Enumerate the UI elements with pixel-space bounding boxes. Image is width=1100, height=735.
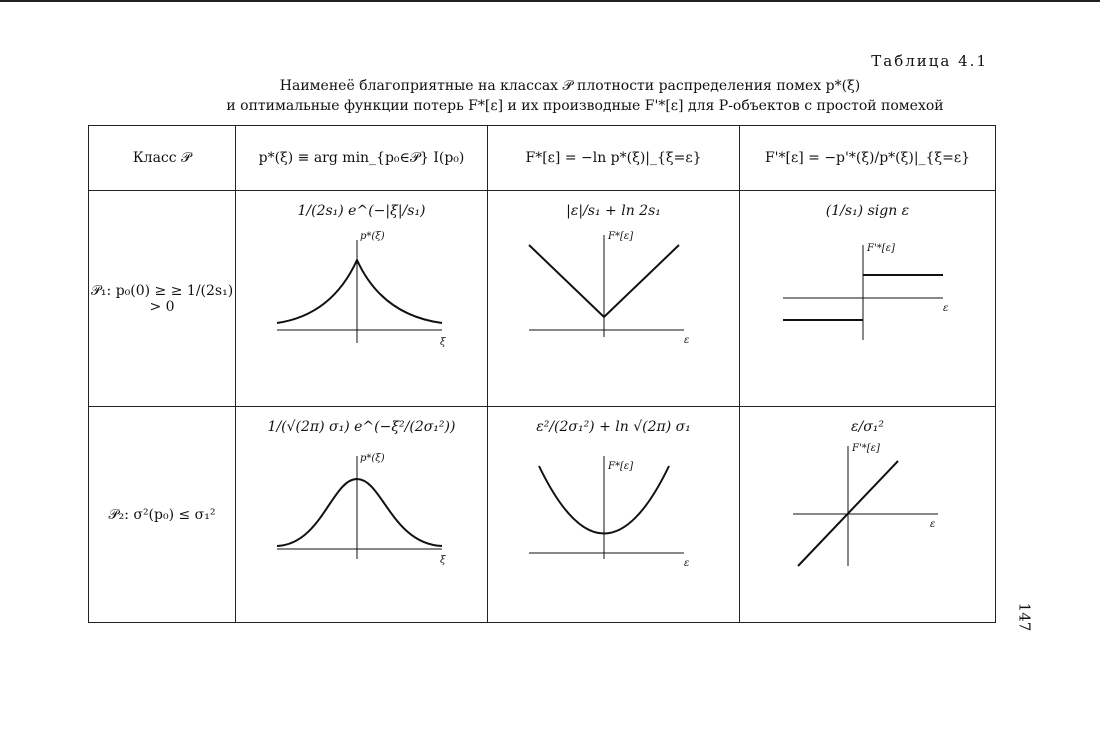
header-loss: F*[ε] = −ln p*(ξ)|_{ξ=ε} xyxy=(487,125,740,191)
loss-cell: ε²/(2σ₁²) + ln √(2π) σ₁ F*[ε] ε xyxy=(487,406,740,623)
table-number: Таблица 4.1 xyxy=(871,52,988,70)
axis-label: ε xyxy=(930,519,935,530)
linear-derivative-plot: F'*[ε] ε xyxy=(792,443,938,567)
quadratic-loss-plot: F*[ε] ε xyxy=(528,456,689,569)
density-cell: 1/(√(2π) σ₁) e^(−ξ²/(2σ₁²)) p*(ξ) ξ xyxy=(235,406,488,623)
axis-label: ξ xyxy=(440,555,446,566)
axis-label: F*[ε] xyxy=(607,461,633,472)
axis-label: p*(ξ) xyxy=(360,231,385,242)
table-row: 𝒫₂: σ²(p₀) ≤ σ₁² 1/(√(2π) σ₁) e^(−ξ²/(2σ… xyxy=(88,406,996,623)
abs-loss-plot: F*[ε] ε xyxy=(527,231,689,346)
axis-label: ξ xyxy=(440,337,446,348)
sign-derivative-plot: F'*[ε] ε xyxy=(782,243,948,340)
header-derivative: F'*[ε] = −p'*(ξ)/p*(ξ)|_{ξ=ε} xyxy=(739,125,996,191)
loss-formula: |ε|/s₁ + ln 2s₁ xyxy=(566,203,661,219)
loss-cell: |ε|/s₁ + ln 2s₁ F*[ε] ε xyxy=(487,190,740,407)
density-cell: 1/(2s₁) e^(−|ξ|/s₁) p*(ξ) ξ xyxy=(235,190,488,407)
axis-label: F*[ε] xyxy=(607,231,633,242)
axis-label: ε xyxy=(943,303,948,314)
derivative-cell: ε/σ₁² F'*[ε] ε xyxy=(739,406,996,623)
derivative-cell: (1/s₁) sign ε F'*[ε] ε xyxy=(739,190,996,407)
gaussian-density-plot: p*(ξ) ξ xyxy=(276,453,446,566)
results-table: Класс 𝒫 p*(ξ) ≡ arg min_{p₀∈𝒫} I(p₀) F*[… xyxy=(88,125,996,623)
class-p2: 𝒫₂: σ²(p₀) ≤ σ₁² xyxy=(88,406,236,623)
caption-line-2: и оптимальные функции потерь F*[ε] и их … xyxy=(226,98,944,114)
axis-label: ε xyxy=(684,558,689,569)
table-row: 𝒫₁: p₀(0) ≥ ≥ 1/(2s₁) > 0 1/(2s₁) e^(−|ξ… xyxy=(88,190,996,407)
caption-line-1: Наименеё благоприятные на классах 𝒫 плот… xyxy=(279,78,861,94)
header-density: p*(ξ) ≡ arg min_{p₀∈𝒫} I(p₀) xyxy=(235,125,488,191)
density-formula: 1/(√(2π) σ₁) e^(−ξ²/(2σ₁²)) xyxy=(267,419,456,435)
laplace-density-plot: p*(ξ) ξ xyxy=(276,231,446,348)
loss-formula: ε²/(2σ₁²) + ln √(2π) σ₁ xyxy=(536,419,691,435)
axis-label: p*(ξ) xyxy=(360,453,385,464)
page-top-border xyxy=(0,0,1100,2)
axis-label: F'*[ε] xyxy=(851,443,880,454)
page-number: 147 xyxy=(1015,602,1034,632)
header-class: Класс 𝒫 xyxy=(88,125,236,191)
derivative-formula: ε/σ₁² xyxy=(850,419,884,435)
axis-label: ε xyxy=(684,335,689,346)
class-p1: 𝒫₁: p₀(0) ≥ ≥ 1/(2s₁) > 0 xyxy=(88,190,236,407)
density-formula: 1/(2s₁) e^(−|ξ|/s₁) xyxy=(297,203,426,219)
derivative-formula: (1/s₁) sign ε xyxy=(825,203,910,219)
axis-label: F'*[ε] xyxy=(866,243,895,254)
header-row: Класс 𝒫 p*(ξ) ≡ arg min_{p₀∈𝒫} I(p₀) F*[… xyxy=(88,125,996,191)
